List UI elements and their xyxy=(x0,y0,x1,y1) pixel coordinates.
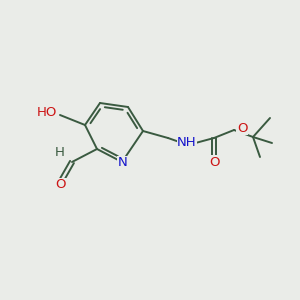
Text: HO: HO xyxy=(37,106,57,119)
Text: O: O xyxy=(210,155,220,169)
Text: N: N xyxy=(118,157,128,169)
Text: H: H xyxy=(55,146,65,158)
Text: O: O xyxy=(56,178,66,191)
Text: O: O xyxy=(237,122,247,134)
Text: NH: NH xyxy=(177,136,197,149)
